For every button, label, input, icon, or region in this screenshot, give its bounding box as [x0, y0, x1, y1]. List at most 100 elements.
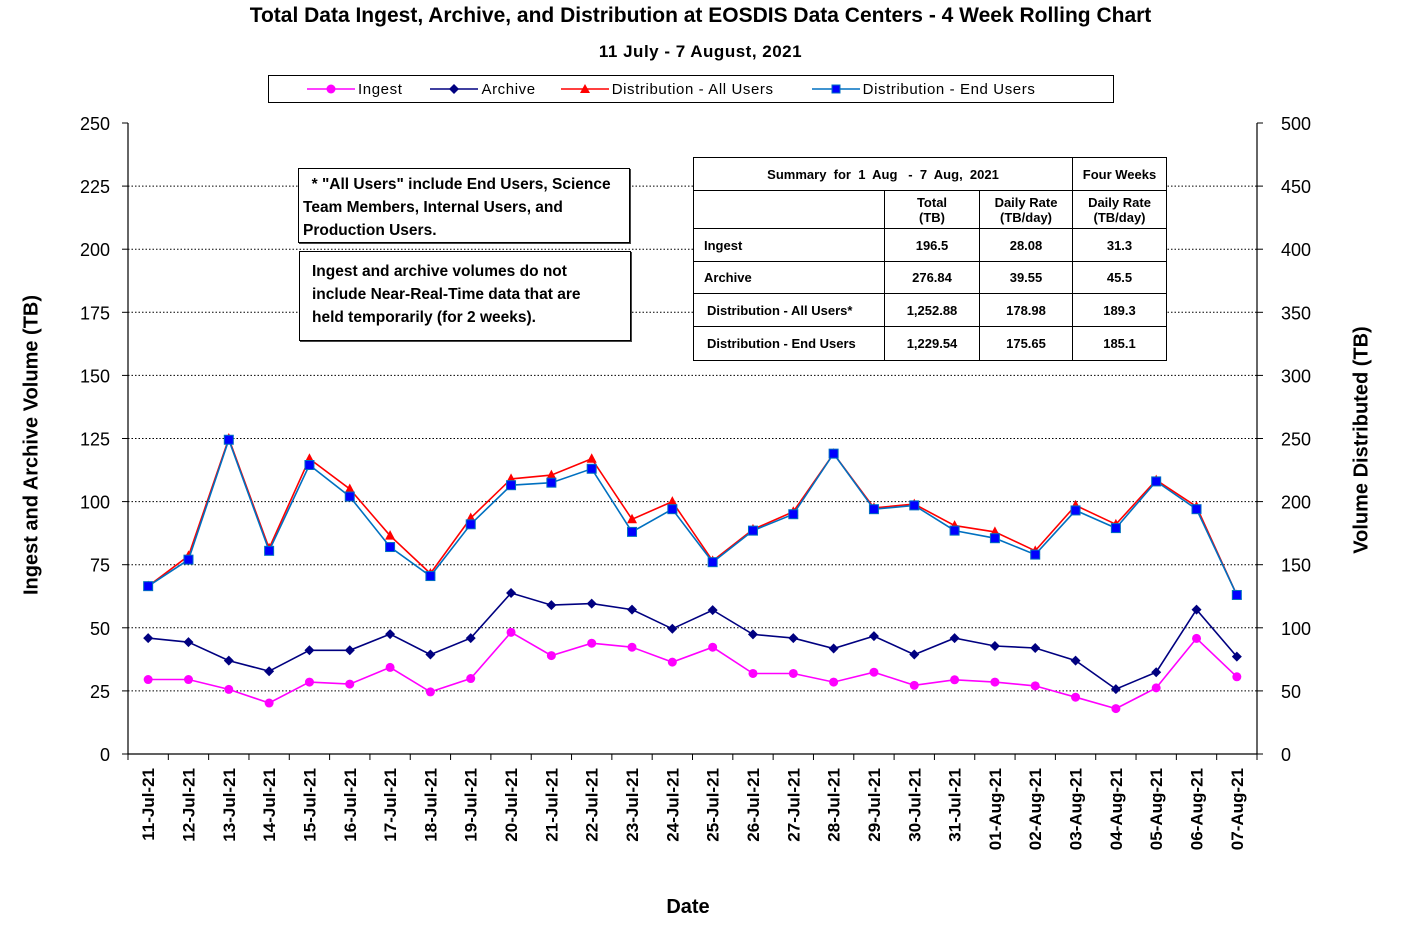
y-axis-label-left: Ingest and Archive Volume (TB) — [20, 294, 43, 596]
x-tick-label: 07-Aug-21 — [1228, 768, 1247, 850]
data-point-distribution-end-users — [143, 581, 154, 592]
y-tick-label-right: 350 — [1281, 303, 1311, 323]
note-all-users-line: Production Users. — [303, 222, 437, 239]
data-point-archive — [425, 649, 436, 660]
summary-header-four-weeks-daily: Daily Rate (TB/day) — [1072, 190, 1167, 229]
summary-header-total: Total (TB) — [884, 190, 980, 229]
data-point-ingest — [183, 675, 193, 685]
data-point-ingest — [1151, 683, 1161, 693]
x-tick-label: 30-Jul-21 — [905, 768, 924, 842]
summary-row-daily: 28.08 — [979, 228, 1073, 262]
x-tick-label: 17-Jul-21 — [381, 768, 400, 842]
data-point-distribution-end-users — [667, 504, 678, 515]
summary-header-total-line1: Total — [916, 194, 948, 210]
data-point-ingest — [345, 679, 355, 689]
y-tick-label-right: 100 — [1281, 619, 1311, 639]
data-point-ingest — [224, 684, 234, 694]
summary-row-four-weeks: 31.3 — [1072, 228, 1167, 262]
legend-marker-distribution-all — [560, 84, 609, 93]
data-point-archive — [143, 633, 154, 644]
summary-row-archive: Archive 276.84 39.55 45.5 — [693, 261, 1167, 294]
legend: Ingest Archive Distribution - All Users … — [268, 75, 1114, 103]
data-point-distribution-end-users — [989, 533, 1000, 544]
x-tick-label: 02-Aug-21 — [1026, 768, 1045, 850]
data-point-ingest — [627, 642, 637, 652]
x-tick-label: 22-Jul-21 — [583, 768, 602, 842]
summary-header-fw-line1: Daily Rate — [1088, 194, 1151, 210]
x-tick-label: 26-Jul-21 — [744, 768, 763, 842]
y-tick-label-right: 250 — [1281, 430, 1311, 450]
data-point-distribution-end-users — [304, 460, 315, 471]
legend-item-ingest: Ingest — [307, 76, 402, 102]
note-nrt-line: Ingest and archive volumes do not — [312, 263, 567, 280]
y-tick-label-left: 75 — [90, 556, 110, 576]
data-point-distribution-end-users — [627, 526, 638, 537]
y-tick-label-right: 300 — [1281, 366, 1311, 386]
x-tick-label: 16-Jul-21 — [341, 768, 360, 842]
summary-row-distribution-all: Distribution - All Users* 1,252.88 178.9… — [693, 293, 1167, 327]
data-point-distribution-all-users — [546, 469, 557, 480]
x-tick-label: 01-Aug-21 — [986, 768, 1005, 850]
series-line-distribution-end-users — [147, 437, 1238, 596]
data-point-distribution-all-users — [344, 483, 355, 493]
summary-row-four-weeks: 45.5 — [1072, 261, 1167, 294]
x-tick-label: 03-Aug-21 — [1067, 768, 1086, 850]
data-point-distribution-end-users — [868, 504, 879, 515]
x-tick-label: 28-Jul-21 — [825, 768, 844, 842]
data-point-ingest — [788, 668, 798, 678]
note-all-users-line: Team Members, Internal Users, and — [303, 199, 563, 216]
data-point-distribution-end-users — [909, 500, 920, 511]
data-point-ingest — [304, 677, 314, 687]
note-all-users-line: * "All Users" include End Users, Science — [303, 176, 611, 193]
y-tick-label-left: 0 — [100, 745, 110, 765]
data-point-ingest — [264, 698, 274, 708]
x-tick-label: 06-Aug-21 — [1188, 768, 1207, 850]
data-point-archive — [949, 633, 960, 644]
x-tick-label: 29-Jul-21 — [865, 768, 884, 842]
y-tick-label-right: 500 — [1281, 114, 1311, 134]
data-point-distribution-all-users — [385, 530, 396, 540]
data-point-archive — [546, 600, 557, 611]
data-point-archive — [707, 605, 718, 616]
x-tick-label: 24-Jul-21 — [663, 768, 682, 842]
data-point-distribution-end-users — [465, 519, 476, 530]
summary-row-daily: 178.98 — [979, 293, 1073, 327]
legend-label-distribution-all: Distribution - All Users — [611, 80, 774, 98]
data-point-distribution-end-users — [344, 491, 355, 502]
y-tick-label-left: 125 — [80, 430, 110, 450]
data-point-archive — [465, 633, 476, 644]
data-point-ingest — [1232, 672, 1242, 682]
data-point-ingest — [950, 675, 960, 685]
legend-label-ingest: Ingest — [358, 80, 403, 98]
y-tick-label-left: 200 — [80, 240, 110, 260]
summary-header-daily-line1: Daily Rate — [994, 194, 1058, 210]
data-point-ingest — [829, 677, 839, 687]
summary-table: Summary for 1 Aug - 7 Aug, 2021 Four Wee… — [693, 157, 1167, 361]
data-point-distribution-end-users — [1231, 589, 1242, 600]
x-tick-label: 19-Jul-21 — [462, 768, 481, 842]
data-point-ingest — [909, 680, 919, 690]
data-point-distribution-end-users — [425, 571, 436, 582]
data-point-distribution-all-users — [667, 496, 678, 506]
legend-item-distribution-all: Distribution - All Users — [560, 76, 774, 102]
data-point-ingest — [425, 687, 435, 697]
legend-marker-archive — [430, 84, 479, 94]
x-tick-label: 14-Jul-21 — [260, 768, 279, 842]
x-axis-label: Date — [666, 896, 710, 918]
summary-row-four-weeks: 189.3 — [1072, 293, 1167, 327]
series-line-archive — [148, 592, 1238, 691]
x-tick-label: 21-Jul-21 — [542, 768, 561, 842]
chart-title: Total Data Ingest, Archive, and Distribu… — [249, 4, 1152, 27]
data-point-archive — [1110, 684, 1121, 695]
data-point-ingest — [1192, 633, 1202, 643]
summary-row-four-weeks: 185.1 — [1072, 326, 1167, 361]
summary-header-total-line2: (TB) — [919, 209, 945, 225]
data-point-ingest — [990, 677, 1000, 687]
data-point-distribution-end-users — [1110, 523, 1121, 534]
note-nrt-line: include Near-Real-Time data that are — [312, 286, 581, 303]
data-point-archive — [868, 631, 879, 642]
x-tick-label: 11-Jul-21 — [139, 768, 158, 841]
data-point-distribution-end-users — [506, 480, 517, 491]
data-point-archive — [1030, 642, 1041, 653]
